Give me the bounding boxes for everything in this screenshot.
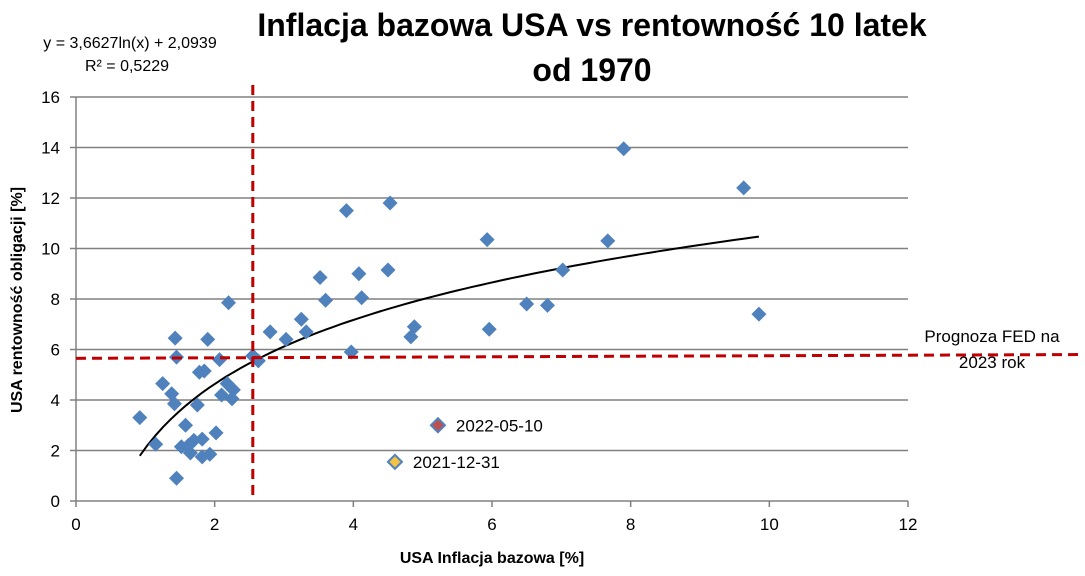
data-point (212, 352, 228, 368)
y-tick-label: 16 (41, 88, 60, 107)
data-point (225, 382, 241, 398)
data-point (616, 141, 632, 157)
highlight-points: 2022-05-10 2021-12-31 (386, 416, 543, 472)
y-tick-label: 4 (51, 391, 60, 410)
reference-line-horizontal (75, 353, 1081, 360)
x-axis-label: USA Inflacja bazowa [%] (400, 550, 584, 567)
y-tick-label: 12 (41, 189, 60, 208)
data-points (132, 141, 767, 486)
x-tick-label: 8 (626, 515, 635, 534)
x-tick-label: 0 (71, 515, 80, 534)
data-point (351, 266, 367, 282)
data-point (298, 324, 314, 340)
y-tick-label: 10 (41, 240, 60, 259)
highlight-label: 2022-05-10 (456, 416, 543, 435)
data-point (600, 233, 616, 249)
data-point (132, 410, 148, 426)
data-point (196, 363, 212, 379)
data-point (481, 321, 497, 337)
trendline-equation: y = 3,6627ln(x) + 2,0939 (43, 35, 217, 52)
y-axis-ticks: 0 2 4 6 8 10 12 14 16 (41, 88, 60, 511)
data-point (155, 376, 171, 392)
data-point (182, 445, 198, 461)
data-point (189, 397, 205, 413)
data-point (200, 331, 216, 347)
data-point (343, 344, 359, 360)
highlight-label: 2021-12-31 (413, 453, 500, 472)
data-point (293, 311, 309, 327)
highlight-point (429, 416, 447, 434)
y-tick-label: 2 (51, 442, 60, 461)
data-point (519, 296, 535, 312)
chart-title-line2: od 1970 (532, 52, 651, 88)
data-point (169, 470, 185, 486)
chart-title-line1: Inflacja bazowa USA vs rentowność 10 lat… (257, 7, 926, 43)
data-point (202, 446, 218, 462)
data-point (262, 324, 278, 340)
trendline (138, 235, 760, 457)
gridlines (76, 96, 908, 452)
y-tick-label: 8 (51, 290, 60, 309)
data-point (194, 431, 210, 447)
data-point (338, 203, 354, 219)
x-tick-label: 10 (760, 515, 779, 534)
data-point (555, 262, 571, 278)
y-tick-label: 14 (41, 139, 60, 158)
data-point (250, 353, 266, 369)
fed-forecast-label-line2: 2023 rok (959, 353, 1026, 372)
x-axis-ticks: 0 2 4 6 8 10 12 (71, 515, 917, 534)
x-tick-label: 2 (210, 515, 219, 534)
data-point (278, 331, 294, 347)
data-point (479, 232, 495, 248)
data-point (539, 297, 555, 313)
trendline-r2: R² = 0,5229 (85, 58, 169, 75)
y-tick-label: 0 (51, 492, 60, 511)
data-point (208, 425, 224, 441)
data-point (221, 295, 237, 311)
data-point (354, 290, 370, 306)
fed-forecast-label-line1: Prognoza FED na (924, 327, 1060, 346)
data-point (382, 195, 398, 211)
x-tick-label: 4 (349, 515, 358, 534)
data-point (380, 262, 396, 278)
x-tick-label: 12 (899, 515, 918, 534)
data-point (736, 180, 752, 196)
highlight-point (386, 453, 404, 471)
y-axis-label: USA rentowność obligacji [%] (9, 187, 26, 413)
data-point (406, 319, 422, 335)
data-point (148, 436, 164, 452)
axes (70, 96, 909, 507)
data-point (751, 306, 767, 322)
data-point (318, 292, 334, 308)
x-tick-label: 6 (487, 515, 496, 534)
data-point (178, 417, 194, 433)
y-tick-label: 6 (51, 341, 60, 360)
data-point (167, 330, 183, 346)
data-point (312, 270, 328, 286)
data-point (166, 396, 182, 412)
